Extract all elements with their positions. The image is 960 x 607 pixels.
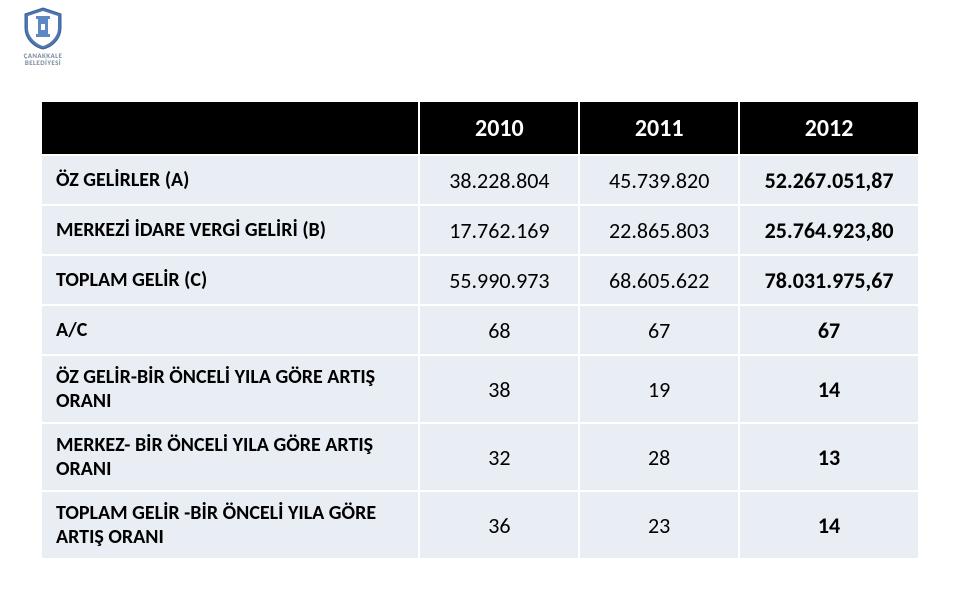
row-label: TOPLAM GELİR -BİR ÖNCELİ YILA GÖRE ARTIŞ… [41,491,419,559]
row-label: A/C [41,305,419,355]
logo: ÇANAKKALE BELEDİYESİ [8,6,78,66]
logo-shield-icon [21,6,65,50]
cell-2011: 23 [579,491,739,559]
cell-2010: 38.228.804 [419,155,579,205]
cell-2012: 13 [739,423,919,491]
cell-2012: 52.267.051,87 [739,155,919,205]
logo-text-line2: BELEDİYESİ [8,59,78,66]
table-row: MERKEZİ İDARE VERGİ GELİRİ (B)17.762.169… [41,205,919,255]
cell-2012: 14 [739,491,919,559]
table-row: TOPLAM GELİR -BİR ÖNCELİ YILA GÖRE ARTIŞ… [41,491,919,559]
cell-2012: 25.764.923,80 [739,205,919,255]
table-row: TOPLAM GELİR (C)55.990.97368.605.62278.0… [41,255,919,305]
col-header-2012: 2012 [739,101,919,155]
cell-2011: 22.865.803 [579,205,739,255]
cell-2011: 19 [579,355,739,423]
cell-2010: 36 [419,491,579,559]
cell-2010: 38 [419,355,579,423]
cell-2012: 14 [739,355,919,423]
table-row: ÖZ GELİRLER (A)38.228.80445.739.82052.26… [41,155,919,205]
row-label: ÖZ GELİRLER (A) [41,155,419,205]
cell-2010: 17.762.169 [419,205,579,255]
cell-2010: 55.990.973 [419,255,579,305]
col-header-2010: 2010 [419,101,579,155]
table-row: MERKEZ- BİR ÖNCELİ YILA GÖRE ARTIŞ ORANI… [41,423,919,491]
row-label: ÖZ GELİR-BİR ÖNCELİ YILA GÖRE ARTIŞ ORAN… [41,355,419,423]
cell-2012: 67 [739,305,919,355]
cell-2011: 68.605.622 [579,255,739,305]
cell-2011: 67 [579,305,739,355]
cell-2010: 68 [419,305,579,355]
cell-2010: 32 [419,423,579,491]
table-row: ÖZ GELİR-BİR ÖNCELİ YILA GÖRE ARTIŞ ORAN… [41,355,919,423]
row-label: MERKEZ- BİR ÖNCELİ YILA GÖRE ARTIŞ ORANI [41,423,419,491]
cell-2011: 45.739.820 [579,155,739,205]
cell-2012: 78.031.975,67 [739,255,919,305]
page: ÇANAKKALE BELEDİYESİ 2010 2011 2012 ÖZ G… [0,0,960,607]
col-header-2011: 2011 [579,101,739,155]
col-header-label [41,101,419,155]
cell-2011: 28 [579,423,739,491]
row-label: MERKEZİ İDARE VERGİ GELİRİ (B) [41,205,419,255]
row-label: TOPLAM GELİR (C) [41,255,419,305]
table-header-row: 2010 2011 2012 [41,101,919,155]
table-row: A/C686767 [41,305,919,355]
revenue-table: 2010 2011 2012 ÖZ GELİRLER (A)38.228.804… [40,100,920,560]
revenue-table-container: 2010 2011 2012 ÖZ GELİRLER (A)38.228.804… [40,100,920,560]
